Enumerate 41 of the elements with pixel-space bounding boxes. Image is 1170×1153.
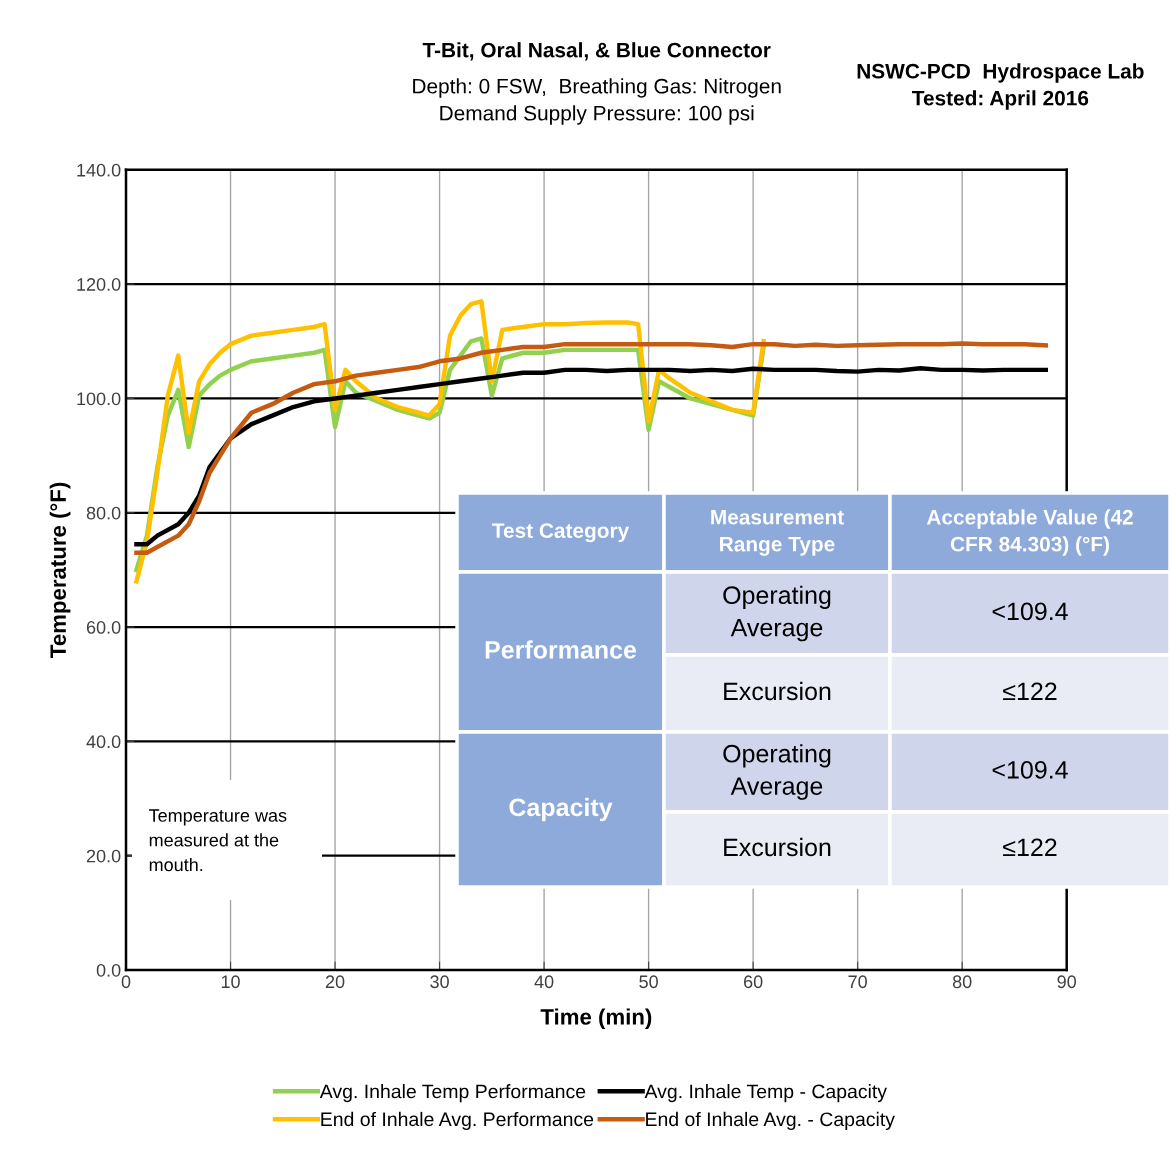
text: NSWC-PCD Hydrospace Lab Tested: April 2016 bbox=[857, 63, 1144, 110]
y-tick-label: 100.0 bbox=[77, 392, 121, 406]
y-tick-label: 20.0 bbox=[86, 849, 121, 863]
y-axis-title: Temperature (°F) bbox=[49, 482, 71, 658]
annotation: Excursion bbox=[724, 837, 831, 857]
chart-title: T-Bit, Oral Nasal, & Blue Connector bbox=[422, 42, 771, 61]
legend-label: Avg. Inhale Temp Performance bbox=[319, 1084, 586, 1103]
annotation: Measurement Range Type bbox=[711, 510, 844, 556]
y-tick-label: 140.0 bbox=[77, 163, 121, 177]
annotation: <109.4 bbox=[992, 602, 1068, 621]
x-tick-label: 50 bbox=[639, 975, 658, 989]
annotation: ≤122 bbox=[1003, 838, 1057, 856]
annotation: ≤122 bbox=[1003, 682, 1057, 700]
legend-label: Avg. Inhale Temp - Capacity bbox=[644, 1084, 887, 1103]
annotation: Operating Average bbox=[723, 744, 831, 800]
annotation: Temperature was measured at the mouth. bbox=[149, 809, 287, 872]
annotation: Capacity bbox=[509, 797, 613, 822]
x-tick-label: 0 bbox=[121, 975, 131, 989]
x-tick-label: 90 bbox=[1057, 975, 1077, 989]
x-tick-label: 60 bbox=[744, 975, 763, 989]
annotation: Excursion bbox=[724, 681, 831, 701]
annotation: <109.4 bbox=[992, 761, 1068, 779]
x-tick-label: 20 bbox=[325, 975, 345, 989]
y-tick-label: 40.0 bbox=[86, 735, 121, 749]
y-tick-label: 120.0 bbox=[77, 278, 121, 291]
chart-subtitle: Depth: 0 FSW, Breathing Gas: Nitrogen Demand Supply Pressure: 100 psi bbox=[413, 78, 781, 125]
annotation: Acceptable Value (42 CFR 84.303) (°F) bbox=[926, 509, 1133, 556]
x-axis-title: Time (min) bbox=[540, 1008, 652, 1030]
x-tick-label: 80 bbox=[952, 975, 972, 989]
annotation: Operating Average bbox=[723, 585, 831, 642]
x-tick-label: 40 bbox=[534, 975, 554, 989]
annotation: Test Category bbox=[492, 523, 630, 543]
y-tick-label: 60.0 bbox=[86, 621, 121, 634]
y-tick-label: 0.0 bbox=[96, 963, 121, 977]
legend-label: End of Inhale Avg. - Capacity bbox=[646, 1111, 895, 1130]
legend-label: End of Inhale Avg. Performance bbox=[321, 1111, 594, 1130]
annotation: Performance bbox=[485, 640, 637, 659]
y-tick-label: 80.0 bbox=[86, 506, 121, 520]
x-tick-label: 30 bbox=[430, 975, 449, 989]
x-tick-label: 70 bbox=[848, 975, 867, 989]
x-tick-label: 10 bbox=[221, 975, 240, 989]
